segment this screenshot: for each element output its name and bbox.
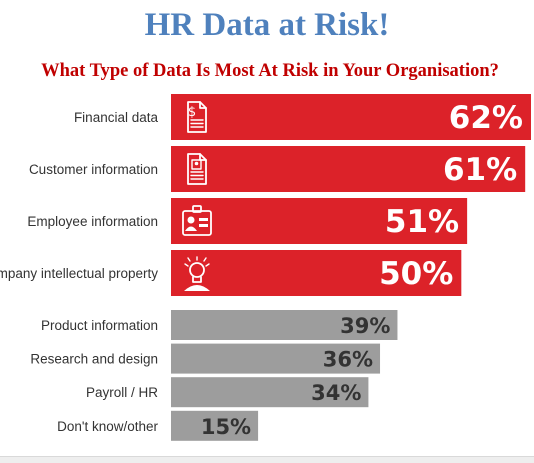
value-label: 61% [443,152,517,188]
bar-financial-data [171,94,531,140]
category-label: Don't know/other [57,419,158,434]
svg-text:$: $ [188,105,196,120]
bar-payroll-hr [171,377,369,408]
category-label: Financial data [74,110,159,125]
value-label: 39% [340,314,390,338]
invoice-icon: $ [187,101,207,133]
bar-company-intellectual-property [171,250,462,296]
id-badge-icon [182,205,212,236]
value-label: 50% [379,256,453,292]
bar-don-t-know-other [171,410,259,441]
value-label: 51% [385,204,459,240]
category-label: Research and design [30,352,158,367]
category-label: Product information [41,318,158,333]
bar-product-information [171,310,398,340]
bottom-divider [0,456,534,463]
value-label: 62% [449,100,523,136]
value-label: 34% [311,381,361,405]
category-label: Company intellectual property [0,266,158,281]
bar-research-and-design [171,343,381,374]
customer-document-icon [187,153,207,185]
lightbulb-icon [184,256,210,291]
bar-customer-information [171,146,526,192]
category-label: Customer information [29,162,158,177]
category-label: Payroll / HR [86,385,158,400]
value-label: 15% [201,415,251,439]
value-label: 36% [323,348,373,372]
page-title: HR Data at Risk! [144,7,390,43]
category-label: Employee information [27,214,158,229]
bar-employee-information [171,198,468,244]
chart-subtitle: What Type of Data Is Most At Risk in You… [41,61,499,81]
